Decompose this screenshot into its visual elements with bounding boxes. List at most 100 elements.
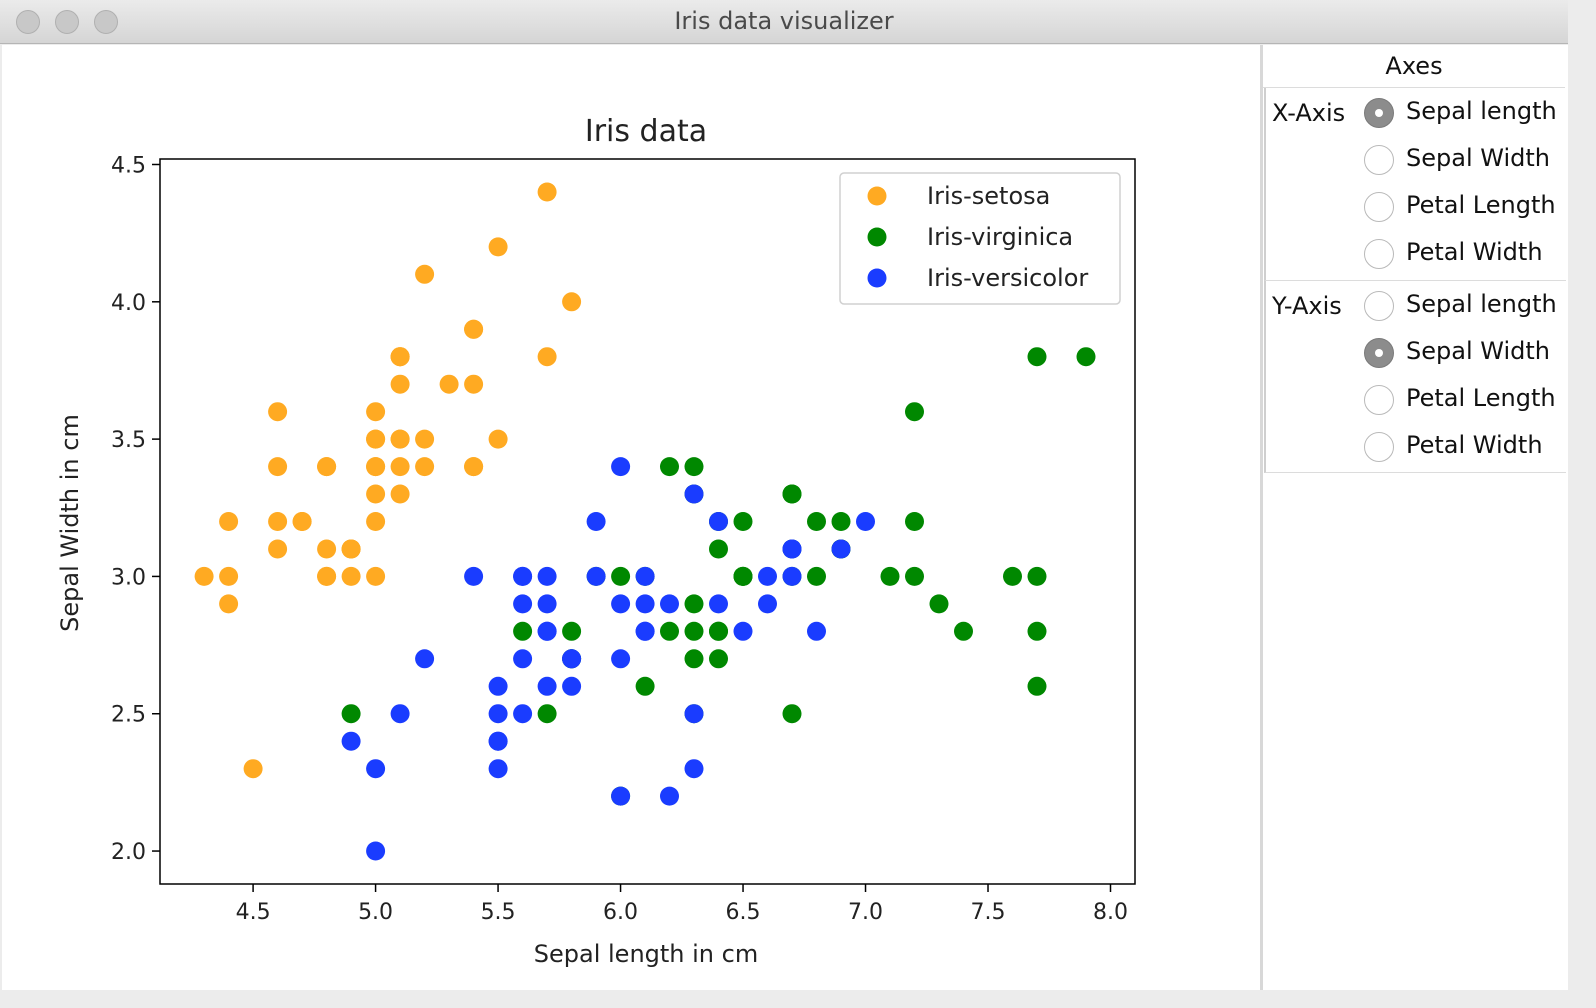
point-iris-setosa-6 [268,457,288,477]
point-iris-setosa-28 [415,457,435,477]
y-axis-option-petal-length[interactable]: Petal Length [1364,384,1569,425]
point-iris-setosa-24 [317,457,337,477]
radio-button[interactable] [1364,385,1394,415]
point-iris-virginica-29 [905,566,924,586]
point-iris-virginica-3 [684,594,704,614]
radio-button[interactable] [1364,192,1394,222]
plot-area: Iris data 4.5 5.0 5.5 6.0 6.5 7.0 7.5 8.0 2.0 2.… [2,45,1260,990]
point-iris-versicolor-44 [513,649,533,669]
point-iris-versicolor-20 [586,512,606,531]
x-tick-label: 4.5 [236,900,271,925]
chart-legend: Iris-setosa Iris-virginica Iris-versicolor [839,172,1121,305]
point-iris-versicolor-37 [684,759,704,779]
point-iris-virginica-8 [782,704,802,724]
x-axis-option-sepal-width[interactable]: Sepal Width [1364,144,1569,185]
point-iris-setosa-31 [464,457,484,477]
point-iris-versicolor-23 [635,621,655,641]
point-iris-setosa-37 [341,539,361,559]
radio-button[interactable] [1364,432,1394,462]
y-tick-label: 3.5 [111,428,146,453]
radio-label: Sepal length [1406,290,1557,318]
axes-panel-title: Axes [1263,45,1565,88]
point-iris-versicolor-43 [366,759,386,779]
point-iris-virginica-11 [709,649,728,669]
point-iris-virginica-23 [684,649,704,669]
point-iris-versicolor-31 [488,731,508,751]
point-iris-versicolor-42 [562,676,582,696]
radio-label: Petal Length [1406,384,1556,412]
point-iris-setosa-18 [537,347,557,367]
point-iris-setosa-42 [219,512,239,531]
point-iris-versicolor-9 [415,649,435,669]
point-iris-versicolor-2 [831,539,851,559]
x-axis-option-sepal-length[interactable]: Sepal length [1364,97,1569,138]
point-iris-virginica-5 [1003,566,1022,586]
point-iris-virginica-44 [782,484,802,504]
y-axis-option-sepal-width[interactable]: Sepal Width [1364,337,1569,378]
radio-button[interactable] [1364,338,1394,368]
x-axis-label: Sepal length in cm [534,940,758,968]
point-iris-versicolor-12 [611,786,631,806]
radio-label: Sepal Width [1406,144,1550,172]
y-axis-option-petal-width[interactable]: Petal Width [1364,431,1569,472]
close-window-button[interactable] [16,10,40,34]
point-iris-virginica-43 [807,512,826,531]
point-iris-setosa-16 [464,319,484,339]
zoom-window-button[interactable] [94,10,118,34]
point-iris-versicolor-29 [537,676,557,696]
point-iris-virginica-33 [684,621,704,641]
radio-button[interactable] [1364,291,1394,321]
point-iris-setosa-4 [366,402,386,422]
plot-frame [159,158,1136,885]
app-window: Iris data visualizer Iris data 4.5 5.0 5.5… [0,0,1568,990]
point-iris-versicolor-11 [586,566,606,586]
point-iris-virginica-21 [513,621,533,641]
point-iris-virginica-12 [807,566,826,586]
point-iris-setosa-1 [341,566,361,586]
point-iris-setosa-45 [317,566,337,586]
point-iris-virginica-38 [611,566,631,586]
x-tick-label: 8.0 [1093,900,1128,925]
point-iris-setosa-32 [415,264,435,284]
y-tick-label: 2.0 [111,840,146,865]
point-iris-versicolor-34 [464,566,484,586]
point-iris-virginica-14 [562,621,582,641]
axes-panel: Axes X-Axis Sepal length Sepal Width Pet… [1263,45,1568,990]
point-iris-virginica-6 [341,704,361,724]
point-iris-setosa-39 [390,457,410,477]
y-tick-label: 4.0 [111,291,146,316]
radio-button[interactable] [1364,98,1394,128]
y-axis-option-sepal-length[interactable]: Sepal length [1364,290,1569,331]
point-iris-versicolor-49 [537,621,557,641]
minimize-window-button[interactable] [55,10,79,34]
point-iris-virginica-26 [660,621,679,641]
pane-divider[interactable] [1260,45,1263,990]
scatter-points [194,182,1096,861]
point-iris-virginica-31 [1076,347,1096,367]
point-iris-setosa-38 [219,566,239,586]
point-iris-virginica-17 [1027,347,1047,367]
point-iris-virginica-22 [1027,621,1047,641]
point-iris-versicolor-39 [488,704,508,724]
point-iris-virginica-32 [709,621,728,641]
point-iris-virginica-9 [905,402,924,422]
x-axis-option-petal-width[interactable]: Petal Width [1364,238,1569,279]
radio-label: Petal Length [1406,191,1556,219]
x-axis-group: X-Axis Sepal length Sepal Width Petal Le… [1264,88,1566,281]
point-iris-versicolor-1 [709,512,728,531]
point-iris-versicolor-27 [782,566,802,586]
point-iris-setosa-8 [219,594,239,614]
radio-button[interactable] [1364,145,1394,175]
x-tick-label: 5.5 [481,900,516,925]
y-tick-label: 3.0 [111,565,146,590]
point-iris-setosa-14 [562,292,582,312]
title-bar: Iris data visualizer [0,0,1568,44]
point-iris-setosa-15 [537,182,557,202]
legend-box [839,172,1121,305]
radio-button[interactable] [1364,239,1394,269]
point-iris-setosa-23 [390,484,410,504]
point-iris-setosa-47 [268,512,288,531]
point-iris-versicolor-45 [537,566,557,586]
x-axis-option-petal-length[interactable]: Petal Length [1364,191,1569,232]
legend-marker [867,186,887,206]
